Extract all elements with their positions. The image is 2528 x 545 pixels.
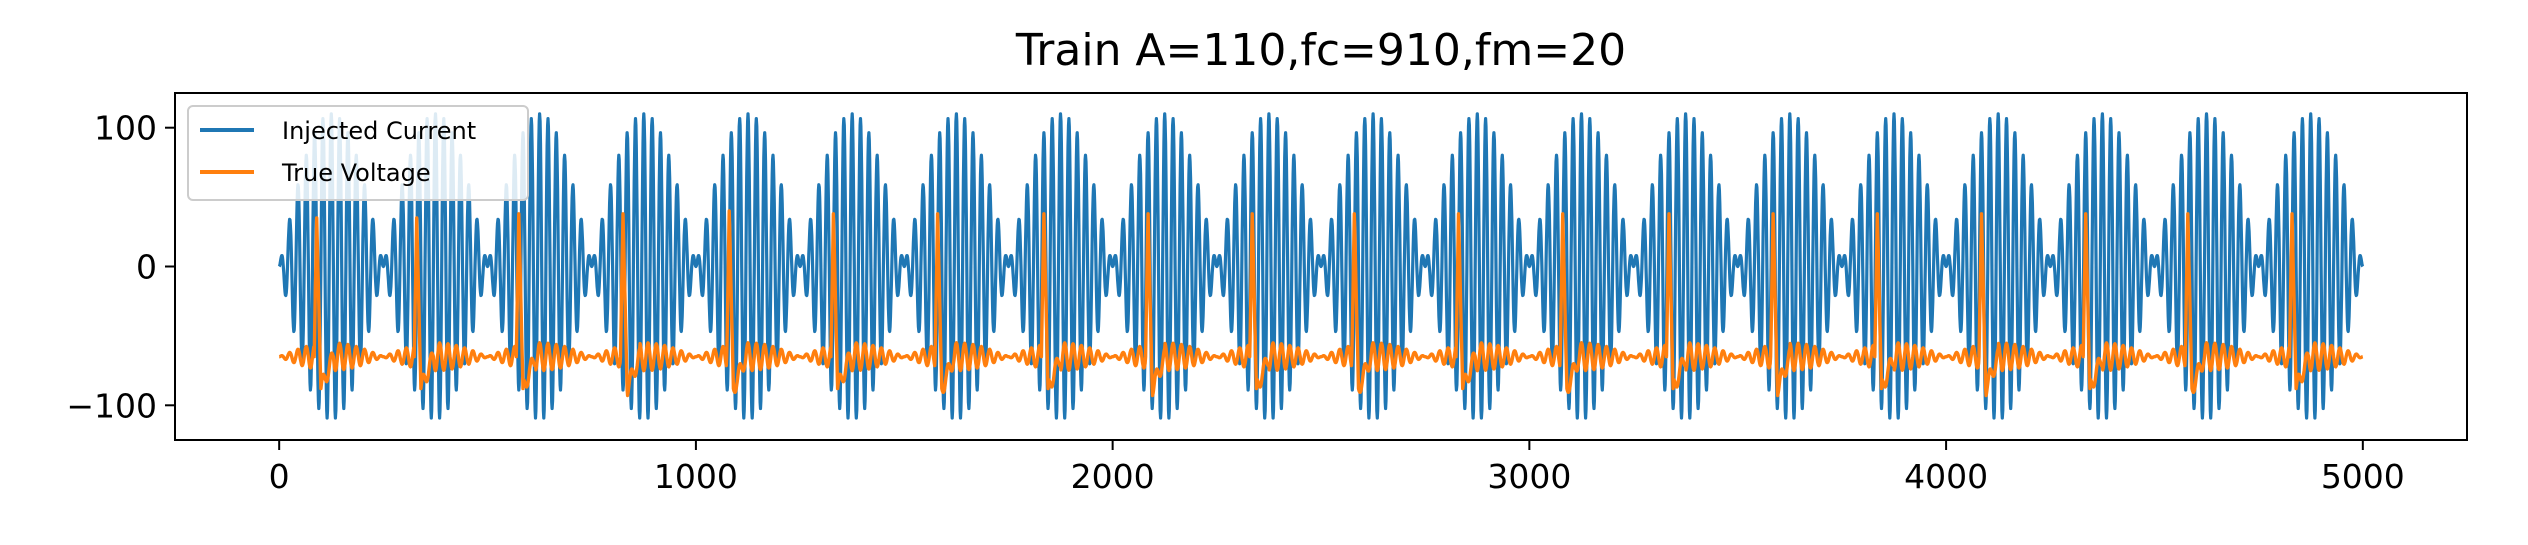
chart-title: Train A=110,fc=910,fm=20: [1015, 25, 1626, 76]
series-line-true-voltage: [277, 209, 2365, 398]
legend-box: [187, 105, 529, 201]
x-tick-label: 0: [269, 457, 290, 496]
legend: Injected Current True Voltage: [187, 105, 529, 201]
x-tick-label: 4000: [1904, 457, 1988, 496]
y-tick-label: −100: [66, 386, 157, 425]
y-tick-label: 100: [94, 109, 157, 148]
legend-label-true-voltage: True Voltage: [281, 159, 431, 187]
x-tick-label: 5000: [2321, 457, 2405, 496]
x-tick-label: 2000: [1071, 457, 1155, 496]
series-line-injected-current: [277, 112, 2365, 420]
y-tick-label: 0: [136, 248, 157, 287]
x-tick-label: 3000: [1487, 457, 1571, 496]
legend-label-injected-current: Injected Current: [282, 117, 476, 145]
plot-layer: [277, 112, 2365, 420]
x-tick-label: 1000: [654, 457, 738, 496]
